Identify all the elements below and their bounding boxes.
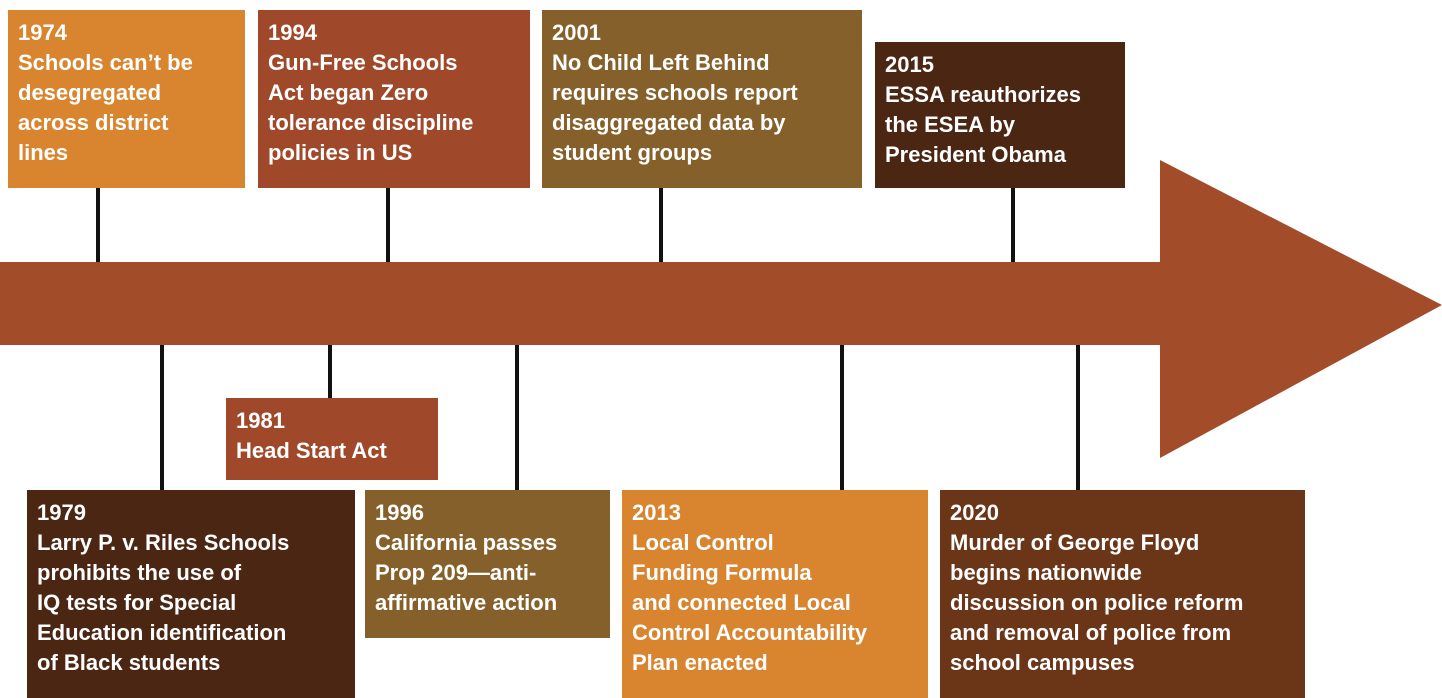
- event-text: Funding Formula: [632, 560, 812, 585]
- event-box: 1974 Schools can’t be desegregated across d…: [8, 10, 245, 188]
- event-text: Prop 209—anti-: [375, 560, 537, 585]
- event-text: student groups: [552, 140, 713, 165]
- event-text: policies in US: [268, 140, 413, 165]
- event-text: Head Start Act: [236, 438, 387, 463]
- event-text: IQ tests for Special: [37, 590, 237, 615]
- event-box: 1981 Head Start Act: [226, 398, 438, 480]
- event-text: disaggregated data by: [552, 110, 786, 135]
- event-text: the ESEA by: [885, 112, 1015, 137]
- event-text: Gun-Free Schools: [268, 50, 458, 75]
- event-text: and connected Local: [632, 590, 851, 615]
- event-text: Control Accountability: [632, 620, 868, 645]
- event-box: 2015 ESSA reauthorizes the ESEA by Presiden…: [875, 42, 1125, 188]
- event-text: Larry P. v. Riles Schools: [37, 530, 290, 555]
- event-text: ESSA reauthorizes: [885, 82, 1082, 107]
- connectors: [96, 188, 1080, 490]
- event-text: across district: [18, 110, 169, 135]
- event-year: 1979: [37, 500, 86, 525]
- event-box: 2020 Murder of George Floyd begins nationw…: [940, 490, 1305, 698]
- event-box: 1996 California passes Prop 209—anti-affir…: [365, 490, 610, 638]
- event-box: 1994 Gun-Free Schools Act began Zero tolera…: [258, 10, 530, 188]
- event-text: requires schools report: [552, 80, 798, 105]
- event-year: 1981: [236, 408, 285, 433]
- event-year: 2013: [632, 500, 681, 525]
- timeline-arrow: [0, 160, 1442, 458]
- event-box: 2001 No Child Left Behind requires schools…: [542, 10, 862, 188]
- event-text: California passes: [375, 530, 558, 555]
- event-year: 1974: [18, 20, 67, 45]
- event-text: Schools can’t be: [18, 50, 193, 75]
- event-year: 2020: [950, 500, 999, 525]
- event-text: Plan enacted: [632, 650, 768, 675]
- event-box: 2013 Local Control Funding Formula and conn…: [622, 490, 928, 698]
- event-text: school campuses: [950, 650, 1135, 675]
- event-text: No Child Left Behind: [552, 50, 770, 75]
- event-text: President Obama: [885, 142, 1066, 167]
- event-text: begins nationwide: [950, 560, 1142, 585]
- event-text: Act began Zero: [268, 80, 429, 105]
- event-text: prohibits the use of: [37, 560, 242, 585]
- event-year: 1996: [375, 500, 424, 525]
- event-year: 2001: [552, 20, 601, 45]
- event-text: discussion on police reform: [950, 590, 1244, 615]
- event-text: and removal of police from: [950, 620, 1232, 645]
- event-text: of Black students: [37, 650, 221, 675]
- event-text: Education identification: [37, 620, 287, 645]
- event-text: lines: [18, 140, 69, 165]
- event-text: Murder of George Floyd: [950, 530, 1200, 555]
- event-year: 2015: [885, 52, 934, 77]
- event-text: affirmative action: [375, 590, 558, 615]
- event-year: 1994: [268, 20, 317, 45]
- event-text: Local Control: [632, 530, 774, 555]
- event-box: 1979 Larry P. v. Riles Schools prohibits t…: [27, 490, 355, 698]
- event-text: desegregated: [18, 80, 162, 105]
- event-text: tolerance discipline: [268, 110, 474, 135]
